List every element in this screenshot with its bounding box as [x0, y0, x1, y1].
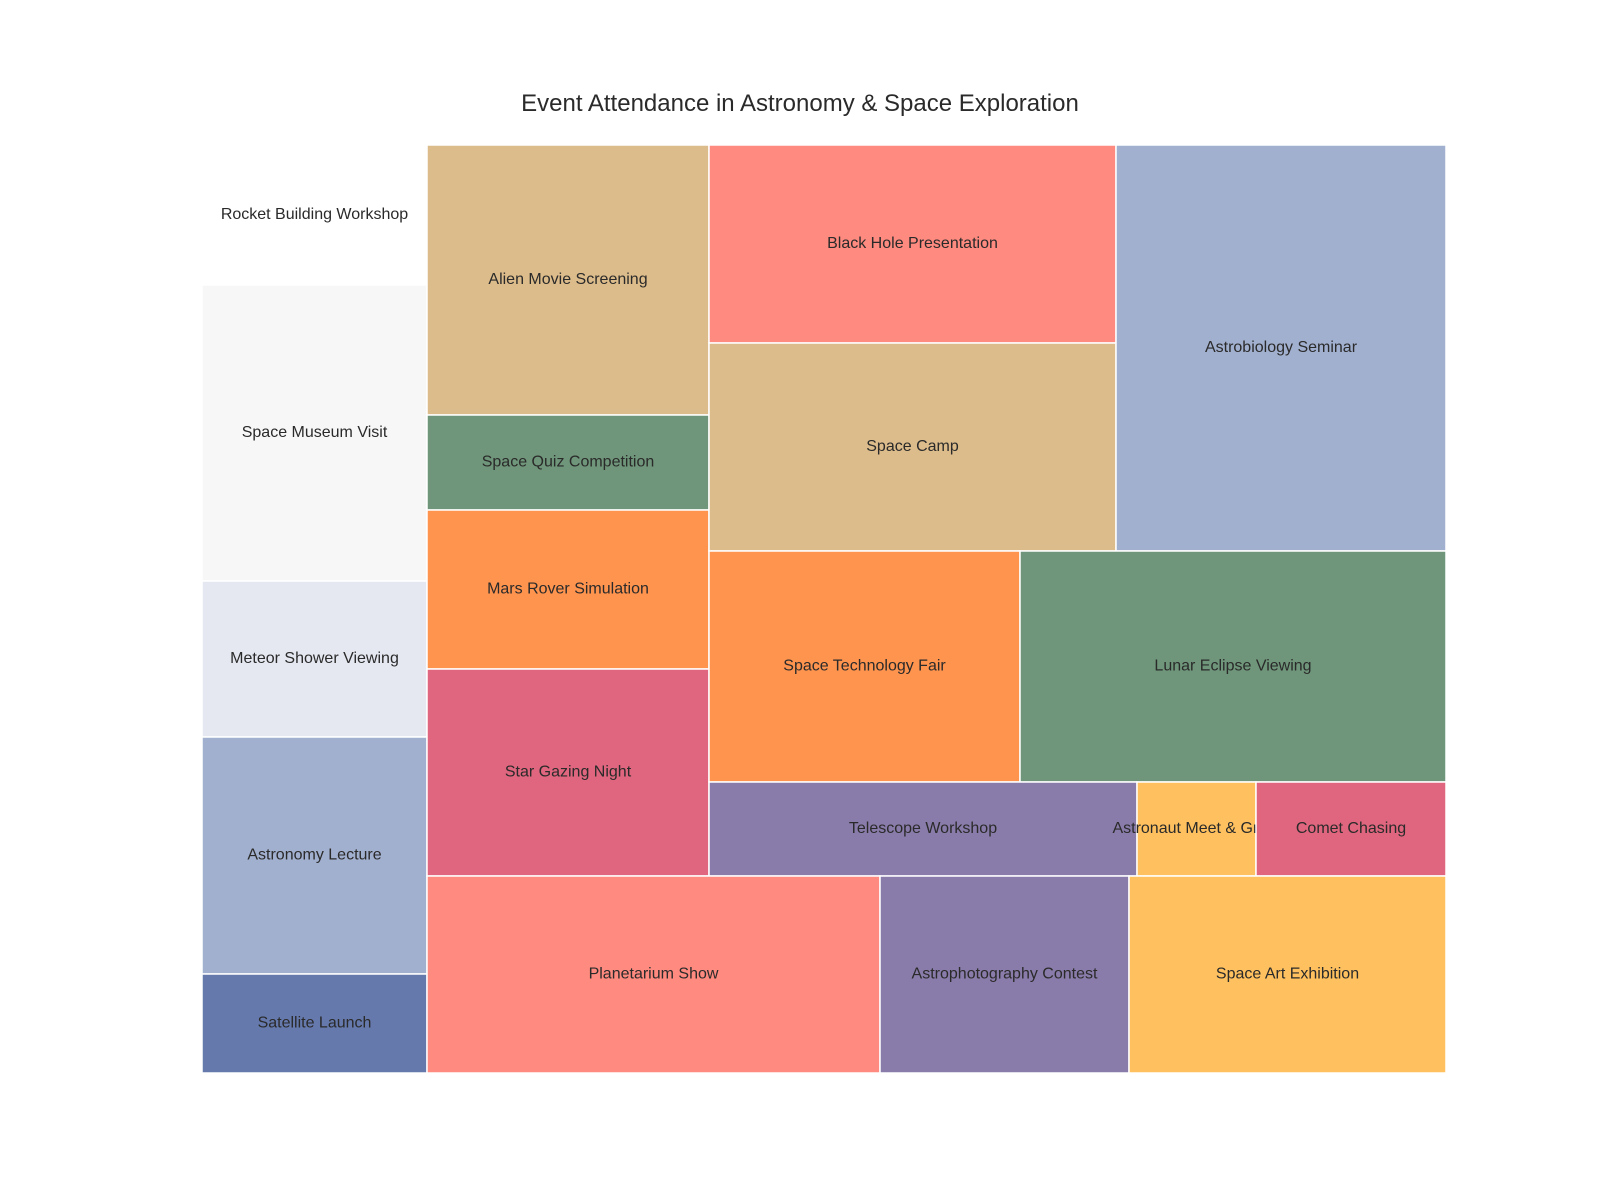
treemap-tile-rect — [202, 736, 428, 975]
treemap-tile-rect — [879, 875, 1130, 1073]
treemap-tile-label: Black Hole Presentation — [827, 235, 998, 252]
treemap-tile-telescope-workshop[interactable]: Telescope Workshop — [708, 781, 1138, 877]
treemap-tile-black-hole-presentation[interactable]: Black Hole Presentation — [708, 145, 1117, 344]
treemap-tile-rect — [1115, 145, 1446, 552]
treemap-tile-label: Lunar Eclipse Viewing — [1154, 658, 1311, 675]
treemap-tile-rect — [1128, 875, 1446, 1073]
treemap-tile-rect — [1255, 781, 1446, 877]
treemap-tile-label: Planetarium Show — [589, 966, 719, 983]
treemap-tile-space-art-exhibition[interactable]: Space Art Exhibition — [1128, 875, 1446, 1073]
treemap-tile-label: Mars Rover Simulation — [487, 581, 649, 598]
treemap-tile-space-quiz-competition[interactable]: Space Quiz Competition — [426, 414, 710, 511]
treemap-tile-satellite-launch[interactable]: Satellite Launch — [202, 973, 428, 1073]
treemap-tile-rocket-building-workshop[interactable]: Rocket Building Workshop — [202, 145, 428, 286]
treemap-tile-astrophotography-contest[interactable]: Astrophotography Contest — [879, 875, 1130, 1073]
treemap-tile-astronaut-meet-and-greet[interactable]: Astronaut Meet & Greet — [1112, 781, 1281, 877]
treemap-tile-astrobiology-seminar[interactable]: Astrobiology Seminar — [1115, 145, 1446, 552]
treemap-tile-planetarium-show[interactable]: Planetarium Show — [426, 875, 881, 1073]
treemap-tile-rect — [202, 284, 428, 582]
treemap-plot: Rocket Building Workshop Space Museum Vis… — [202, 145, 1446, 1073]
treemap-tile-rect — [426, 414, 710, 511]
treemap-tile-space-camp[interactable]: Space Camp — [708, 342, 1117, 552]
treemap-tile-meteor-shower-viewing[interactable]: Meteor Shower Viewing — [202, 580, 428, 738]
treemap-tile-rect — [708, 342, 1117, 552]
treemap-tile-label: Astrobiology Seminar — [1205, 339, 1358, 356]
treemap-tile-rect — [1019, 550, 1446, 783]
treemap-tile-label: Astronomy Lecture — [247, 847, 381, 864]
treemap-tile-label: Telescope Workshop — [849, 820, 997, 837]
treemap-tile-label: Space Museum Visit — [242, 424, 388, 441]
treemap-tile-label: Meteor Shower Viewing — [230, 650, 399, 667]
treemap-tile-label: Rocket Building Workshop — [221, 206, 408, 223]
treemap-tile-space-technology-fair[interactable]: Space Technology Fair — [708, 550, 1021, 783]
treemap-tile-space-museum-visit[interactable]: Space Museum Visit — [202, 284, 428, 582]
treemap-tile-comet-chasing[interactable]: Comet Chasing — [1255, 781, 1446, 877]
treemap-tile-label: Astrophotography Contest — [912, 966, 1098, 983]
treemap-tile-rect — [202, 580, 428, 738]
treemap-tile-rect — [202, 145, 428, 286]
chart-title: Event Attendance in Astronomy & Space Ex… — [521, 90, 1079, 117]
treemap-tile-astronomy-lecture[interactable]: Astronomy Lecture — [202, 736, 428, 975]
treemap-tile-label: Astronaut Meet & Greet — [1112, 820, 1281, 837]
treemap-tile-rect — [426, 509, 710, 670]
treemap-tile-alien-movie-screening[interactable]: Alien Movie Screening — [426, 145, 710, 416]
treemap-tile-mars-rover-simulation[interactable]: Mars Rover Simulation — [426, 509, 710, 670]
treemap-tile-lunar-eclipse-viewing[interactable]: Lunar Eclipse Viewing — [1019, 550, 1446, 783]
treemap-tile-rect — [426, 668, 710, 877]
treemap-tile-rect — [708, 145, 1117, 344]
treemap-tile-rect — [708, 550, 1021, 783]
treemap-tile-label: Star Gazing Night — [505, 764, 632, 781]
treemap-tile-label: Space Technology Fair — [783, 658, 946, 675]
treemap-tile-label: Alien Movie Screening — [488, 271, 647, 288]
treemap-tile-star-gazing-night[interactable]: Star Gazing Night — [426, 668, 710, 877]
treemap-tile-rect — [202, 973, 428, 1073]
treemap-tile-label: Comet Chasing — [1296, 820, 1406, 837]
treemap-tile-rect — [1136, 781, 1257, 877]
treemap-tile-label: Satellite Launch — [258, 1015, 372, 1032]
treemap-tile-label: Space Art Exhibition — [1216, 966, 1359, 983]
treemap-tile-label: Space Camp — [866, 438, 959, 455]
treemap-tile-label: Space Quiz Competition — [482, 454, 655, 471]
